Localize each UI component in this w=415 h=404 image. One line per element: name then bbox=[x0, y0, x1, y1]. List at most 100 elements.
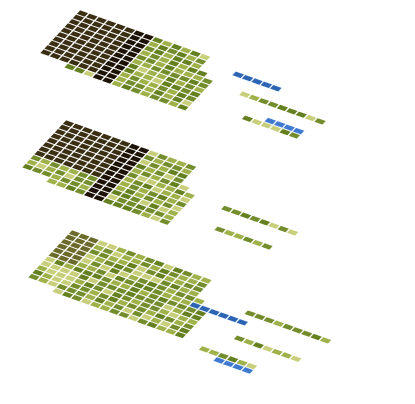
terrain-tile bbox=[105, 283, 119, 292]
terrain-tile bbox=[121, 306, 135, 315]
terrain-tile bbox=[67, 229, 82, 238]
terrain-tile bbox=[57, 164, 71, 173]
terrain-tile bbox=[60, 290, 75, 299]
terrain-tile bbox=[149, 64, 163, 73]
terrain-tile bbox=[50, 144, 65, 153]
terrain-tile bbox=[89, 129, 104, 138]
terrain-tile bbox=[124, 159, 139, 168]
terrain-tile bbox=[60, 39, 75, 47]
terrain-tile bbox=[104, 140, 119, 149]
terrain-tile bbox=[68, 139, 82, 148]
terrain-tile bbox=[109, 188, 124, 197]
terrain-tile bbox=[113, 184, 128, 193]
terrain-tile bbox=[173, 188, 187, 197]
terrain-tile bbox=[251, 341, 265, 350]
terrain-tile bbox=[61, 160, 76, 168]
water-tile bbox=[226, 315, 240, 323]
terrain-tile bbox=[79, 45, 94, 54]
terrain-tile bbox=[184, 54, 198, 62]
terrain-tile bbox=[98, 263, 112, 272]
terrain-tile bbox=[158, 217, 172, 226]
terrain-tile bbox=[124, 199, 139, 208]
terrain-tile bbox=[115, 47, 130, 55]
terrain-tile bbox=[64, 34, 79, 43]
terrain-tile bbox=[171, 55, 185, 63]
terrain-tile bbox=[94, 16, 108, 25]
terrain-tile bbox=[195, 280, 209, 289]
terrain-tile bbox=[110, 291, 124, 300]
terrain-tile bbox=[129, 257, 143, 266]
terrain-tile bbox=[222, 229, 237, 237]
terrain-tile bbox=[177, 286, 192, 295]
terrain-tile bbox=[115, 196, 129, 205]
terrain-tile bbox=[133, 41, 147, 50]
terrain-tile bbox=[57, 123, 72, 132]
terrain-tile bbox=[61, 119, 76, 128]
terrain-tile bbox=[67, 58, 81, 67]
terrain-tile bbox=[87, 248, 102, 257]
terrain-tile bbox=[130, 310, 145, 318]
terrain-tile bbox=[177, 183, 191, 192]
terrain-tile bbox=[107, 164, 121, 173]
terrain-tile bbox=[56, 152, 70, 161]
terrain-tile bbox=[82, 281, 96, 289]
terrain-tile bbox=[153, 60, 167, 69]
water-tile bbox=[272, 120, 287, 129]
terrain-tile bbox=[152, 169, 167, 178]
terrain-tile bbox=[158, 279, 173, 288]
terrain-tile bbox=[107, 307, 122, 316]
terrain-tile bbox=[56, 254, 71, 263]
terrain-tile bbox=[142, 85, 157, 94]
terrain-tile bbox=[260, 344, 275, 353]
terrain-tile bbox=[225, 355, 240, 364]
terrain-tile bbox=[144, 57, 158, 65]
terrain-tile bbox=[101, 247, 115, 256]
terrain-tile bbox=[105, 72, 119, 81]
terrain-tile bbox=[75, 159, 89, 167]
terrain-tile bbox=[150, 36, 165, 45]
terrain-tile bbox=[79, 257, 94, 265]
terrain-tile bbox=[92, 194, 106, 203]
terrain-tile bbox=[129, 297, 143, 306]
terrain-tile bbox=[81, 269, 95, 277]
terrain-tile bbox=[62, 172, 77, 180]
terrain-tile bbox=[62, 51, 76, 59]
terrain-tile bbox=[95, 68, 110, 77]
terrain-tile bbox=[117, 180, 132, 189]
terrain-tile bbox=[181, 281, 196, 290]
terrain-tile bbox=[140, 61, 154, 70]
terrain-tile bbox=[175, 50, 189, 59]
terrain-tile bbox=[154, 181, 168, 190]
terrain-tile bbox=[188, 90, 202, 99]
terrain-tile bbox=[191, 285, 205, 294]
terrain-tile bbox=[84, 162, 98, 171]
terrain-tile bbox=[115, 298, 130, 307]
terrain-tile bbox=[126, 171, 140, 180]
terrain-tile bbox=[77, 21, 91, 30]
terrain-tile bbox=[150, 288, 165, 297]
terrain-tile bbox=[176, 103, 190, 112]
terrain-tile bbox=[74, 38, 88, 46]
terrain-tile bbox=[173, 331, 188, 339]
terrain-tile bbox=[44, 165, 58, 174]
terrain-tile bbox=[66, 167, 81, 176]
terrain-tile bbox=[81, 138, 96, 147]
terrain-tile bbox=[168, 282, 182, 291]
terrain-tile bbox=[53, 128, 68, 137]
terrain-tile bbox=[180, 99, 194, 107]
terrain-tile bbox=[85, 174, 100, 183]
terrain-tile bbox=[108, 176, 123, 185]
water-tile bbox=[188, 301, 202, 310]
terrain-tile bbox=[55, 242, 70, 251]
terrain-tile bbox=[216, 352, 230, 360]
terrain-tile bbox=[25, 158, 39, 167]
terrain-tile bbox=[54, 180, 69, 189]
terrain-tile bbox=[146, 40, 161, 49]
terrain-tile bbox=[184, 94, 198, 103]
terrain-tile bbox=[66, 46, 80, 55]
terrain-tile bbox=[180, 58, 194, 67]
terrain-tile bbox=[174, 159, 188, 168]
terrain-tile bbox=[140, 313, 154, 322]
terrain-tile bbox=[119, 42, 134, 51]
terrain-tile bbox=[77, 142, 92, 151]
